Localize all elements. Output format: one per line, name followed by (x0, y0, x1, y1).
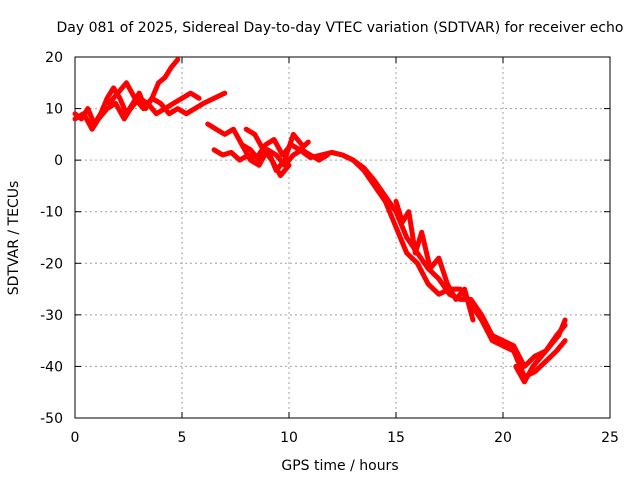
x-tick-label: 10 (280, 430, 298, 446)
series-line-7 (243, 126, 292, 179)
axis-ticks: 0 5 10 15 20 25 -50 -40 -30 -20 -10 0 10 20 (40, 50, 619, 446)
y-tick-label: -30 (40, 308, 63, 324)
x-axis-label: GPS time / hours (281, 458, 398, 474)
series-layer (72, 57, 568, 385)
y-tick-label: -20 (40, 256, 63, 272)
series-line-11 (513, 317, 568, 385)
y-tick-label: -50 (40, 411, 63, 427)
y-tick-label: -40 (40, 359, 63, 375)
y-tick-label: 0 (54, 153, 63, 169)
x-tick-label: 25 (601, 430, 619, 446)
x-tick-label: 20 (494, 430, 512, 446)
plot-frame (74, 56, 611, 419)
y-axis-label: SDTVAR / TECUs (6, 181, 22, 296)
series-line-9 (329, 149, 568, 369)
x-tick-label: 0 (71, 430, 80, 446)
series-line-2 (72, 90, 202, 132)
chart-title: Day 081 of 2025, Sidereal Day-to-day VTE… (57, 20, 624, 36)
series-line-3 (106, 80, 228, 117)
series-line-10 (393, 198, 476, 323)
x-tick-label: 5 (178, 430, 187, 446)
y-tick-label: 10 (45, 102, 63, 118)
y-tick-label: -10 (40, 205, 63, 221)
y-tick-label: 20 (45, 50, 63, 66)
x-tick-label: 15 (387, 430, 405, 446)
